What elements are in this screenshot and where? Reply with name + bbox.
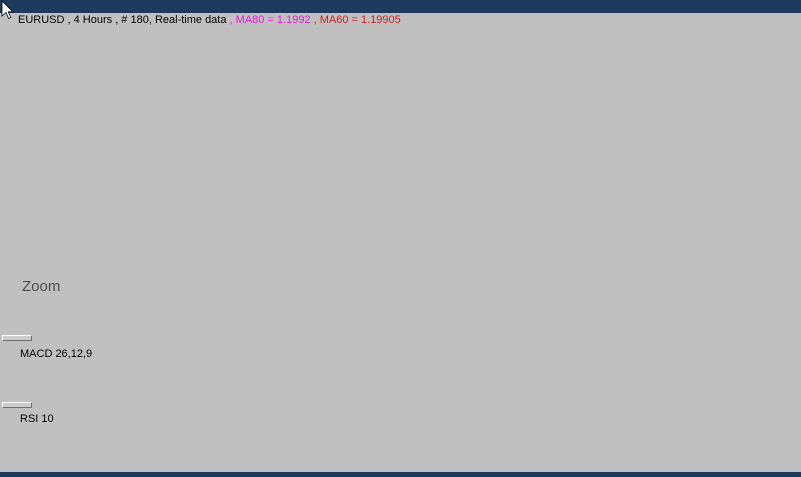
chart-title-bar: EURUSD , 4 Hours , # 180, Real-time data… — [0, 13, 801, 28]
ma60-value-label: , MA60 = 1.19905 — [310, 14, 401, 26]
macd-pane-splitter-handle[interactable] — [2, 335, 32, 341]
instrument-info-label: EURUSD , 4 Hours , # 180, Real-time data — [18, 14, 227, 26]
ma80-value-label: , MA80 = 1.1992 — [226, 14, 311, 26]
rsi-pane-splitter-handle[interactable] — [2, 402, 32, 408]
mouse-cursor-icon — [1, 0, 14, 20]
menu-bar — [0, 0, 801, 13]
window-bottom-edge — [0, 472, 801, 477]
